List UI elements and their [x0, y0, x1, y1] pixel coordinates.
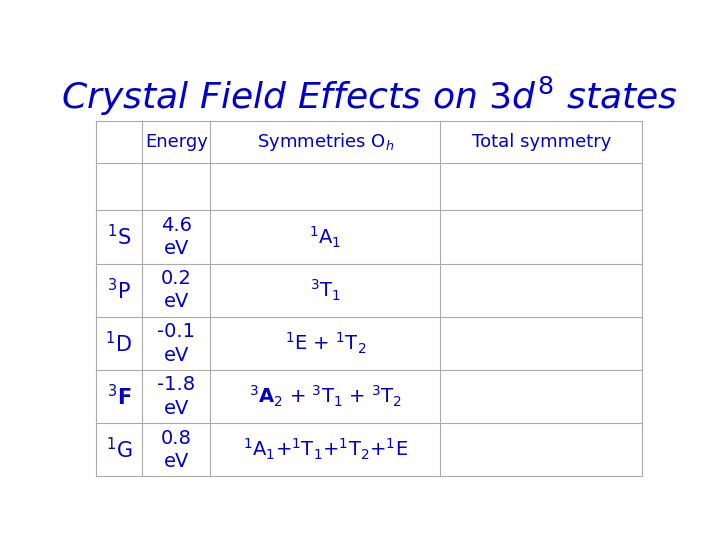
Text: $\it{Crystal\ Field\ Effects\ on\ 3d^8\ states}$: $\it{Crystal\ Field\ Effects\ on\ 3d^8\ … — [60, 75, 678, 118]
Text: eV: eV — [163, 346, 189, 365]
Text: 0.8: 0.8 — [161, 429, 192, 448]
Text: $^3\mathbf{F}$: $^3\mathbf{F}$ — [107, 384, 131, 409]
Text: eV: eV — [163, 239, 189, 258]
Text: eV: eV — [163, 452, 189, 471]
Text: $^1$A$_1$+$^1$T$_1$+$^1$T$_2$+$^1$E: $^1$A$_1$+$^1$T$_1$+$^1$T$_2$+$^1$E — [243, 437, 408, 462]
Text: $^1$A$_1$: $^1$A$_1$ — [309, 224, 341, 249]
Text: eV: eV — [163, 292, 189, 312]
Text: $^1$E + $^1$T$_2$: $^1$E + $^1$T$_2$ — [284, 331, 366, 356]
Text: Symmetries O$_h$: Symmetries O$_h$ — [256, 131, 394, 153]
Text: $^3\mathbf{A}_2$ + $^3$T$_1$ + $^3$T$_2$: $^3\mathbf{A}_2$ + $^3$T$_1$ + $^3$T$_2$ — [249, 384, 402, 409]
Text: $^3$P: $^3$P — [107, 278, 131, 303]
Text: -1.8: -1.8 — [157, 375, 195, 394]
Text: $^1$D: $^1$D — [105, 331, 132, 356]
Text: Energy: Energy — [145, 133, 207, 151]
Text: $^1$S: $^1$S — [107, 224, 131, 249]
Text: Total symmetry: Total symmetry — [472, 133, 611, 151]
Text: -0.1: -0.1 — [157, 322, 195, 341]
Text: $^1$G: $^1$G — [106, 437, 132, 462]
Text: $^3$T$_1$: $^3$T$_1$ — [310, 278, 341, 303]
Text: 4.6: 4.6 — [161, 216, 192, 235]
Text: eV: eV — [163, 399, 189, 418]
Text: 0.2: 0.2 — [161, 269, 192, 288]
